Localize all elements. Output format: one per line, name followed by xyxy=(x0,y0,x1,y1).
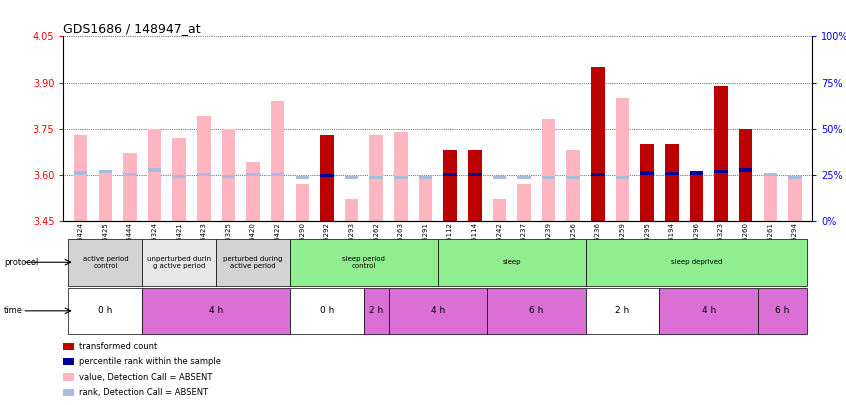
Bar xyxy=(124,153,137,221)
Bar xyxy=(74,171,87,175)
Bar xyxy=(370,176,383,179)
Bar xyxy=(345,176,359,179)
Bar xyxy=(370,135,383,221)
Text: 4 h: 4 h xyxy=(431,306,445,315)
Text: sleep deprived: sleep deprived xyxy=(671,259,722,265)
Bar xyxy=(388,288,487,334)
Bar xyxy=(419,178,432,221)
Text: 4 h: 4 h xyxy=(209,306,223,315)
Text: rank, Detection Call = ABSENT: rank, Detection Call = ABSENT xyxy=(79,388,208,397)
Bar xyxy=(541,119,556,221)
Bar xyxy=(764,173,777,176)
Text: sleep period
control: sleep period control xyxy=(343,256,386,269)
Text: sleep: sleep xyxy=(503,259,521,265)
Text: value, Detection Call = ABSENT: value, Detection Call = ABSENT xyxy=(79,373,212,382)
Bar xyxy=(173,138,186,221)
Bar xyxy=(468,173,481,176)
Bar xyxy=(271,173,284,176)
Bar xyxy=(640,144,654,221)
Text: 6 h: 6 h xyxy=(776,306,790,315)
Bar xyxy=(394,132,408,221)
Bar xyxy=(788,178,802,221)
Bar xyxy=(197,116,211,221)
Bar xyxy=(345,199,359,221)
Bar xyxy=(591,67,605,221)
Bar xyxy=(295,184,309,221)
Bar xyxy=(517,184,530,221)
Bar xyxy=(689,175,703,221)
Bar xyxy=(739,129,752,221)
Bar xyxy=(124,173,137,176)
Bar xyxy=(591,173,605,176)
Text: unperturbed durin
g active period: unperturbed durin g active period xyxy=(147,256,212,269)
Text: transformed count: transformed count xyxy=(79,342,157,351)
Bar xyxy=(487,288,585,334)
Text: GDS1686 / 148947_at: GDS1686 / 148947_at xyxy=(63,22,201,35)
Text: 2 h: 2 h xyxy=(615,306,629,315)
Bar xyxy=(665,172,678,175)
Bar xyxy=(148,168,162,172)
Bar xyxy=(98,170,112,173)
Bar xyxy=(320,135,334,221)
Bar xyxy=(246,173,260,176)
Bar xyxy=(173,175,186,178)
Text: perturbed during
active period: perturbed during active period xyxy=(223,256,283,269)
Bar xyxy=(758,288,807,334)
Bar xyxy=(74,135,87,221)
Text: protocol: protocol xyxy=(4,258,39,267)
Text: 2 h: 2 h xyxy=(369,306,383,315)
Bar xyxy=(142,239,216,286)
Bar xyxy=(492,199,506,221)
Bar xyxy=(616,176,629,179)
Bar xyxy=(438,239,585,286)
Bar xyxy=(714,170,728,173)
Bar xyxy=(271,101,284,221)
Bar xyxy=(222,129,235,221)
Bar xyxy=(764,175,777,221)
Bar xyxy=(567,176,580,179)
Bar xyxy=(714,85,728,221)
Bar xyxy=(69,239,142,286)
Bar xyxy=(788,176,802,179)
Bar xyxy=(69,288,142,334)
Text: 0 h: 0 h xyxy=(98,306,113,315)
Bar xyxy=(295,176,309,179)
Bar xyxy=(541,176,556,179)
Bar xyxy=(689,171,703,175)
Text: 0 h: 0 h xyxy=(320,306,334,315)
Bar xyxy=(98,172,112,221)
Bar xyxy=(585,239,807,286)
Bar xyxy=(290,239,438,286)
Bar xyxy=(567,150,580,221)
Bar xyxy=(216,239,290,286)
Text: time: time xyxy=(4,306,23,315)
Bar xyxy=(640,171,654,175)
Bar xyxy=(517,176,530,179)
Bar xyxy=(394,176,408,179)
Text: active period
control: active period control xyxy=(83,256,128,269)
Bar xyxy=(443,173,457,176)
Bar xyxy=(616,98,629,221)
Bar xyxy=(222,175,235,179)
Bar xyxy=(290,288,364,334)
Bar xyxy=(364,288,388,334)
Bar xyxy=(443,150,457,221)
Bar xyxy=(585,288,660,334)
Bar xyxy=(320,174,334,177)
Text: 4 h: 4 h xyxy=(701,306,716,315)
Bar xyxy=(197,173,211,176)
Bar xyxy=(660,288,758,334)
Bar xyxy=(492,176,506,179)
Text: 6 h: 6 h xyxy=(529,306,543,315)
Bar xyxy=(665,144,678,221)
Text: percentile rank within the sample: percentile rank within the sample xyxy=(79,357,221,366)
Bar xyxy=(148,129,162,221)
Bar xyxy=(246,162,260,221)
Bar xyxy=(142,288,290,334)
Bar xyxy=(468,150,481,221)
Bar xyxy=(419,176,432,179)
Bar xyxy=(739,168,752,172)
